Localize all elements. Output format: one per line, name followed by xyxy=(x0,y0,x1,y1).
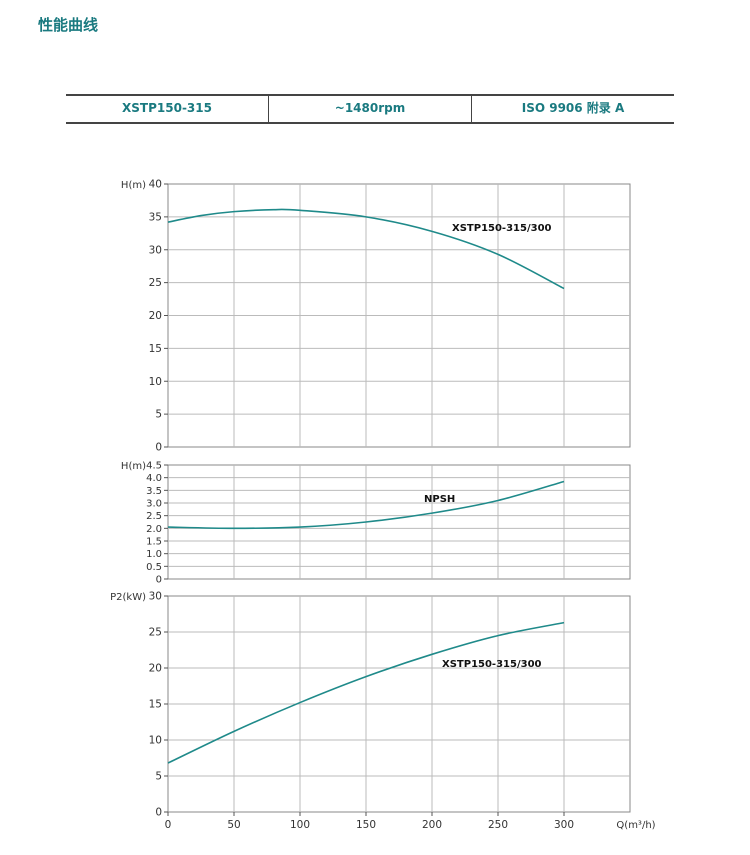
y-tick-label: 4.0 xyxy=(146,473,162,484)
series-label: XSTP150-315/300 xyxy=(442,659,542,670)
y-tick-label: 5 xyxy=(155,771,162,783)
series-line xyxy=(167,208,565,290)
y-tick-label: 15 xyxy=(149,699,162,711)
x-tick-label: 150 xyxy=(356,819,376,831)
y-tick-label: 3.0 xyxy=(146,499,162,510)
y-tick-label: 25 xyxy=(149,277,162,289)
speed-cell: ~1480rpm xyxy=(269,96,472,122)
y-tick-label: 30 xyxy=(149,591,162,603)
y-tick-label: 4.5 xyxy=(146,461,162,472)
y-tick-label: 2.0 xyxy=(146,524,162,535)
x-tick-label: 300 xyxy=(554,819,574,831)
y-axis-label: H(m) xyxy=(121,461,146,472)
y-tick-label: 1.5 xyxy=(146,537,162,548)
x-axis-label: Q(m³/h) xyxy=(616,820,655,831)
y-tick-label: 0 xyxy=(155,807,162,819)
y-tick-label: 0 xyxy=(155,442,162,454)
y-tick-label: 25 xyxy=(149,627,162,639)
y-tick-label: 20 xyxy=(149,310,162,322)
y-axis-label: P2(kW) xyxy=(110,592,146,603)
y-tick-label: 0 xyxy=(156,575,162,586)
y-tick-label: 40 xyxy=(149,179,162,191)
series-label: XSTP150-315/300 xyxy=(452,223,552,234)
y-tick-label: 15 xyxy=(149,343,162,355)
x-tick-label: 200 xyxy=(422,819,442,831)
y-tick-label: 20 xyxy=(149,663,162,675)
y-tick-label: 5 xyxy=(155,409,162,421)
y-tick-label: 35 xyxy=(149,211,162,223)
y-tick-label: 10 xyxy=(149,735,162,747)
x-tick-label: 100 xyxy=(290,819,310,831)
y-axis-label: H(m) xyxy=(121,180,146,191)
y-tick-label: 1.0 xyxy=(146,549,162,560)
x-tick-label: 50 xyxy=(227,819,240,831)
series-label: NPSH xyxy=(424,494,455,505)
plot-frame xyxy=(167,464,631,580)
spec-header-table: XSTP150-315 ~1480rpm ISO 9906 附录 A xyxy=(66,94,674,124)
y-tick-label: 3.5 xyxy=(146,486,162,497)
series-line xyxy=(167,621,565,764)
y-tick-label: 0.5 xyxy=(146,562,162,573)
model-cell: XSTP150-315 xyxy=(66,96,269,122)
page-title: 性能曲线 xyxy=(38,16,99,34)
x-tick-label: 250 xyxy=(488,819,508,831)
y-tick-label: 2.5 xyxy=(146,511,162,522)
series-line xyxy=(167,480,565,530)
standard-cell: ISO 9906 附录 A xyxy=(521,101,625,115)
y-tick-label: 30 xyxy=(149,244,162,256)
y-tick-label: 10 xyxy=(149,376,162,388)
x-tick-label: 0 xyxy=(165,819,172,831)
